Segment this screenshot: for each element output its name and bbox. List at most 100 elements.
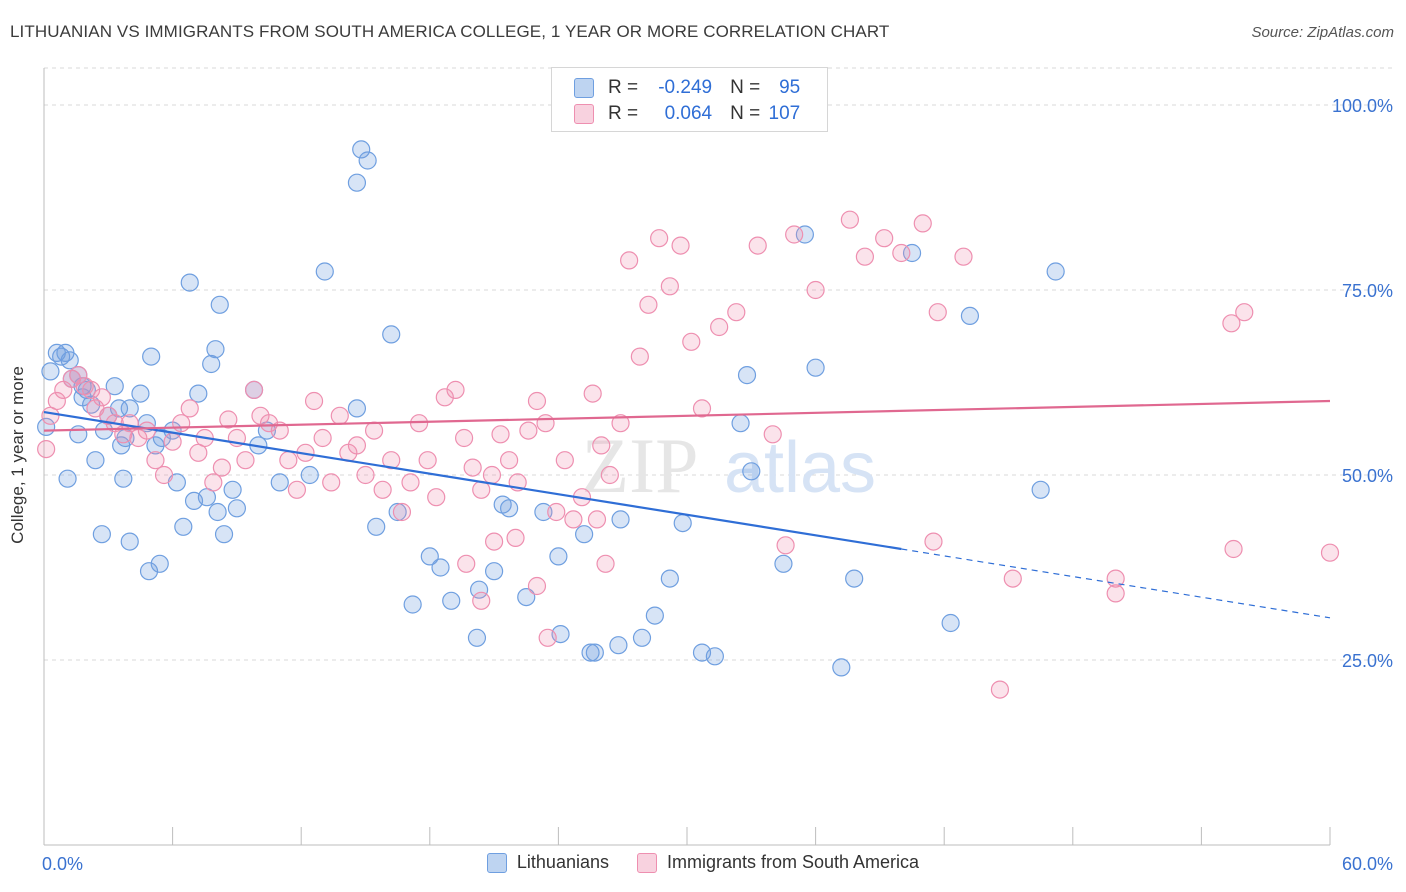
point-lithuanians	[41, 362, 60, 381]
point-immigrants	[180, 399, 199, 418]
point-immigrants	[482, 465, 502, 485]
point-immigrants	[418, 451, 437, 470]
point-immigrants	[928, 303, 947, 322]
point-immigrants	[236, 451, 255, 470]
point-lithuanians	[632, 628, 652, 647]
point-immigrants	[671, 236, 690, 255]
point-lithuanians	[60, 351, 79, 370]
legend-swatch-pink	[574, 104, 594, 124]
point-immigrants	[650, 229, 669, 248]
point-immigrants	[382, 451, 401, 470]
point-immigrants	[491, 425, 510, 444]
point-lithuanians	[549, 547, 568, 566]
point-lithuanians	[223, 480, 242, 499]
point-lithuanians	[180, 273, 199, 292]
point-immigrants	[163, 432, 182, 451]
series-lithuanians	[37, 140, 1065, 677]
point-lithuanians	[92, 525, 111, 544]
legend-row-immigrants: R = 0.064 N = 107	[574, 102, 800, 126]
point-lithuanians	[941, 613, 960, 633]
y-tick-label: 25.0%	[1342, 651, 1393, 671]
legend-item-immigrants: Immigrants from South America	[636, 852, 920, 873]
series-immigrants-south-america	[37, 210, 1340, 699]
point-lithuanians	[420, 547, 439, 566]
watermark: ZIP atlas	[582, 422, 877, 509]
point-lithuanians	[737, 366, 757, 385]
point-lithuanians	[403, 595, 422, 614]
point-lithuanians	[142, 347, 161, 366]
legend-n-value: 95	[779, 77, 801, 98]
y-axis-label: College, 1 year or more	[8, 366, 27, 544]
point-immigrants	[500, 451, 519, 470]
point-immigrants	[99, 406, 118, 425]
trend-lines	[43, 399, 1331, 619]
point-lithuanians	[534, 502, 553, 522]
legend-r-value: -0.249	[658, 77, 713, 98]
point-lithuanians	[645, 606, 664, 625]
point-immigrants	[47, 391, 66, 411]
point-immigrants	[446, 380, 465, 399]
point-lithuanians	[352, 140, 371, 159]
point-lithuanians	[315, 262, 334, 281]
point-lithuanians	[774, 554, 793, 573]
point-immigrants	[527, 391, 547, 411]
point-lithuanians	[431, 558, 450, 577]
tick-labels: 25.0% 50.0% 75.0% 100.0% 0.0% 60.0%	[42, 96, 1393, 874]
point-immigrants	[146, 451, 165, 470]
point-lithuanians	[902, 243, 922, 263]
point-lithuanians	[174, 517, 193, 536]
point-immigrants	[279, 451, 298, 470]
point-lithuanians	[114, 469, 133, 488]
point-immigrants	[244, 380, 264, 399]
point-immigrants	[1235, 303, 1254, 322]
point-immigrants	[592, 436, 611, 455]
point-immigrants	[356, 465, 375, 485]
point-immigrants	[506, 528, 525, 548]
legend-r-label: R =	[608, 77, 639, 98]
point-immigrants	[538, 628, 557, 647]
point-lithuanians	[581, 643, 600, 662]
legend-n-label: N =	[730, 77, 761, 98]
point-lithuanians	[742, 462, 761, 481]
point-immigrants	[427, 488, 446, 507]
point-immigrants	[639, 295, 658, 314]
point-lithuanians	[109, 399, 129, 418]
x-tick-label-min: 0.0%	[42, 854, 83, 874]
point-lithuanians	[152, 428, 171, 448]
point-immigrants	[259, 414, 279, 433]
point-immigrants	[172, 414, 191, 433]
point-immigrants	[564, 510, 583, 529]
point-lithuanians	[210, 295, 229, 314]
grid-lines	[44, 67, 1392, 661]
point-immigrants	[892, 243, 911, 263]
point-lithuanians	[86, 451, 105, 470]
point-immigrants	[219, 410, 238, 429]
point-lithuanians	[575, 525, 594, 544]
y-tick-label: 50.0%	[1342, 466, 1393, 486]
point-immigrants	[600, 465, 619, 485]
point-immigrants	[913, 214, 932, 233]
point-immigrants	[69, 366, 88, 385]
point-lithuanians	[367, 517, 386, 536]
point-immigrants	[322, 473, 341, 492]
point-immigrants	[347, 436, 367, 455]
point-immigrants	[710, 317, 729, 337]
legend-label-immigrants: Immigrants from South America	[666, 852, 920, 872]
point-immigrants	[519, 421, 538, 440]
legend-r-label: R =	[608, 103, 639, 124]
source-credit: Source: ZipAtlas.com	[1251, 24, 1394, 41]
point-immigrants	[875, 229, 894, 248]
legend-n-value: 107	[768, 103, 801, 124]
point-immigrants	[620, 251, 639, 270]
point-immigrants	[92, 388, 111, 407]
point-immigrants	[485, 532, 504, 551]
point-lithuanians	[202, 354, 221, 374]
point-lithuanians	[105, 377, 124, 396]
point-immigrants	[785, 225, 804, 244]
point-immigrants	[547, 502, 566, 522]
point-lithuanians	[112, 436, 131, 455]
y-tick-label: 75.0%	[1342, 281, 1393, 301]
point-immigrants	[435, 388, 454, 407]
legend-swatch-pink	[636, 852, 657, 873]
